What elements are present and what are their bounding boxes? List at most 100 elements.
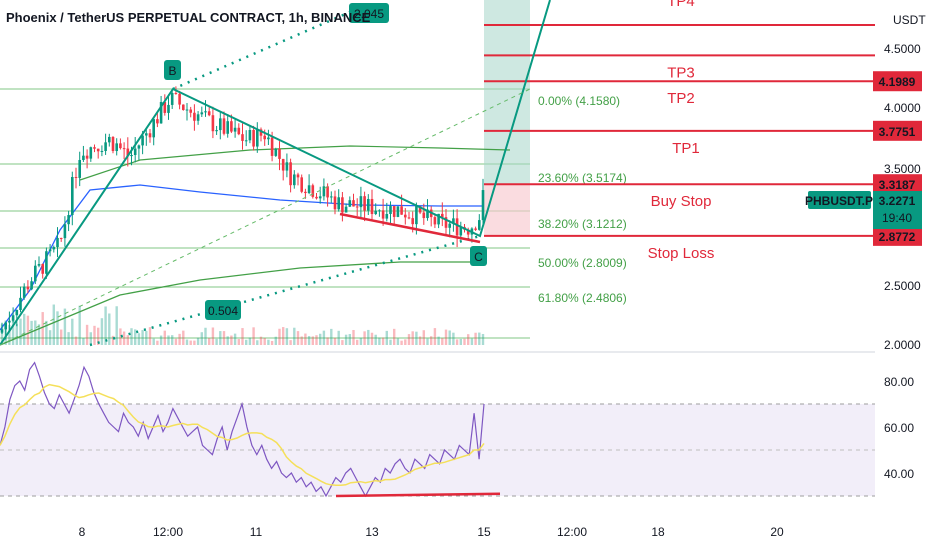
- volume-bar: [304, 333, 307, 345]
- candle-body: [385, 213, 389, 219]
- candle-body: [48, 249, 52, 252]
- candle-body: [11, 315, 15, 321]
- target-label-0: TP4: [667, 0, 695, 10]
- volume-bar: [111, 335, 115, 345]
- volume-bar: [256, 340, 259, 345]
- time-tick-1: 12:00: [153, 525, 183, 539]
- time-axis[interactable]: 8 12:00 11 13 15 12:00 18 20: [79, 525, 784, 539]
- candle-body: [259, 129, 263, 136]
- candle-body: [441, 213, 444, 218]
- candle-body: [370, 198, 374, 215]
- volume-bar: [156, 340, 159, 345]
- candle-body: [111, 136, 115, 152]
- volume-bar: [415, 331, 418, 345]
- price-tick-4: 2.0000: [884, 338, 921, 352]
- fib-label-0: 0.00% (4.1580): [538, 94, 620, 108]
- volume-bar: [182, 330, 185, 345]
- candle-body: [381, 210, 385, 219]
- diagonal-guide: [0, 88, 531, 346]
- candle-body: [415, 206, 418, 225]
- volume-bar: [282, 327, 285, 345]
- candle-body: [359, 196, 363, 208]
- target-label-5: Stop Loss: [648, 245, 715, 262]
- risk-zone: [484, 184, 530, 236]
- volume-bar: [200, 332, 203, 345]
- volume-bar: [67, 332, 70, 345]
- candle-body: [333, 196, 337, 210]
- volume-bar: [185, 339, 189, 345]
- volume-bar: [145, 330, 148, 345]
- volume-bar: [385, 330, 388, 345]
- volume-bar: [293, 327, 296, 345]
- candle-body: [256, 129, 259, 147]
- volume-bar: [71, 318, 74, 345]
- candle-body: [374, 210, 377, 215]
- currency-label[interactable]: USDT: [893, 13, 926, 27]
- candle-body: [233, 127, 237, 132]
- volume-bar: [389, 339, 392, 345]
- candle-body: [156, 119, 159, 124]
- volume-bar: [426, 338, 429, 345]
- candle-body: [185, 109, 189, 111]
- price-tag-5: 2.8772: [879, 230, 916, 244]
- candle-body: [207, 111, 211, 116]
- volume-bar: [241, 328, 244, 345]
- volume-bar: [437, 336, 440, 345]
- fib-retracement: 0.00% (4.1580) 23.60% (3.5174) 38.20% (3.1…: [538, 94, 627, 305]
- measure-upper: 2.045: [354, 7, 384, 21]
- candle-body: [348, 200, 352, 207]
- volume-bar: [48, 330, 52, 345]
- candle-body: [26, 286, 30, 290]
- candle-body: [478, 220, 481, 230]
- candle-body: [104, 142, 107, 151]
- candle-body: [196, 114, 200, 121]
- candle-body: [215, 130, 218, 132]
- volume-bar: [263, 337, 266, 345]
- candle-body: [285, 162, 289, 171]
- candle-body: [337, 197, 340, 210]
- candle-body: [204, 111, 207, 113]
- point-c-label: C: [474, 250, 483, 264]
- abc-leg: [0, 0, 551, 346]
- time-tick-3: 13: [365, 525, 379, 539]
- volume-bar: [248, 337, 252, 345]
- volume-bar: [196, 337, 200, 345]
- candle-body: [100, 150, 104, 152]
- candle-body: [0, 329, 4, 333]
- time-tick-7: 20: [770, 525, 784, 539]
- countdown: 19:40: [882, 211, 912, 225]
- volume-bar: [219, 331, 222, 345]
- volume-bar: [37, 324, 41, 345]
- volume-bar: [352, 329, 355, 345]
- fib-label-2: 38.20% (3.1212): [538, 217, 627, 231]
- volume-bar: [404, 339, 407, 345]
- volume-bar: [215, 338, 218, 345]
- volume-bar: [326, 337, 329, 345]
- grid: [0, 88, 530, 339]
- time-tick-6: 18: [651, 525, 665, 539]
- target-label-4: Buy Stop: [651, 193, 712, 210]
- volume-bar: [178, 333, 181, 345]
- volume-bar: [130, 328, 133, 345]
- rsi-ma-line: [0, 383, 485, 487]
- candle-body: [152, 119, 155, 138]
- candle-body: [404, 214, 407, 218]
- volume-bar: [237, 339, 240, 345]
- volume-bar: [23, 313, 26, 345]
- volume-bar: [115, 306, 118, 345]
- volume-bar: [300, 336, 303, 345]
- candle-body: [400, 206, 403, 215]
- volume-bar: [89, 332, 92, 345]
- candle-body: [52, 247, 56, 250]
- volume-bar: [337, 330, 340, 345]
- candle-body: [93, 147, 96, 149]
- candle-body: [293, 174, 296, 186]
- volume-bar: [267, 339, 270, 345]
- price-axis[interactable]: 4.5000 4.0000 3.5000 2.5000 2.0000 PHBUSDT.P 3…: [805, 42, 922, 352]
- candle-body: [71, 177, 74, 216]
- candle-body: [304, 191, 307, 194]
- candle-body: [19, 297, 22, 310]
- candle-body: [241, 134, 244, 141]
- candle-body: [15, 309, 19, 316]
